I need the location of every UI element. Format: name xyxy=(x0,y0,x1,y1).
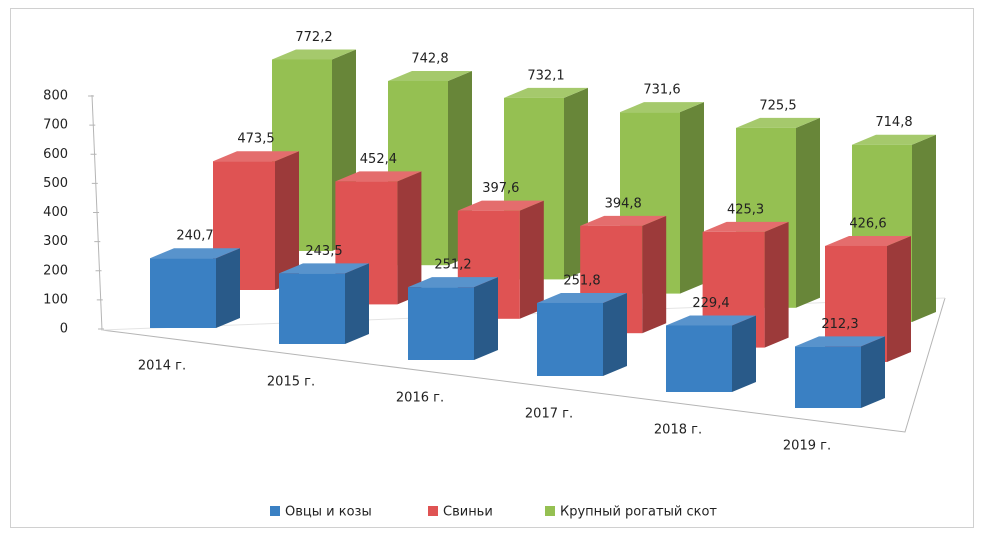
bar xyxy=(150,258,216,328)
data-label: 251,8 xyxy=(563,273,600,288)
bar-top xyxy=(537,292,627,303)
bar-top xyxy=(580,215,667,226)
data-label: 714,8 xyxy=(875,115,912,130)
x-tick-label: 2018 г. xyxy=(654,423,702,438)
bar-top xyxy=(408,277,498,288)
data-label: 426,6 xyxy=(849,216,886,231)
bar-top xyxy=(666,315,756,326)
data-label: 425,3 xyxy=(727,202,764,217)
bar-top xyxy=(620,102,704,113)
legend-label: Крупный рогатый скот xyxy=(560,505,717,520)
bar-top xyxy=(213,151,299,162)
x-tick-label: 2015 г. xyxy=(267,375,315,390)
bar-top xyxy=(457,200,544,211)
bar-side xyxy=(642,215,667,334)
bar-side xyxy=(216,248,240,328)
legend-swatch xyxy=(428,506,438,516)
legend-swatch xyxy=(545,506,555,516)
y-tick-label: 700 xyxy=(43,118,68,133)
data-label: 725,5 xyxy=(759,98,796,113)
data-label: 212,3 xyxy=(821,317,858,332)
bar-top xyxy=(852,134,936,145)
bar-side xyxy=(474,277,498,360)
y-tick-label: 300 xyxy=(43,234,68,249)
x-tick-label: 2019 г. xyxy=(783,439,831,454)
bar-side xyxy=(519,200,544,319)
y-tick-label: 100 xyxy=(43,292,68,307)
bar xyxy=(537,302,603,376)
bar-side xyxy=(887,235,911,362)
bar xyxy=(408,287,474,360)
data-label: 772,2 xyxy=(295,30,332,45)
data-label: 742,8 xyxy=(411,51,448,66)
bar-top xyxy=(736,117,820,128)
y-tick-label: 500 xyxy=(43,176,68,191)
x-tick-label: 2016 г. xyxy=(396,391,444,406)
y-tick-label: 200 xyxy=(43,263,68,278)
data-label: 243,5 xyxy=(305,244,342,259)
bar-top xyxy=(150,248,240,259)
bar xyxy=(795,346,861,408)
data-label: 240,7 xyxy=(176,229,213,244)
bar-top xyxy=(825,235,911,246)
data-label: 732,1 xyxy=(527,68,564,83)
bar-side xyxy=(912,134,936,322)
bar-side xyxy=(397,171,422,305)
legend-swatch xyxy=(270,506,280,516)
x-tick-label: 2017 г. xyxy=(525,407,573,422)
bar-top xyxy=(272,49,356,60)
bar-top xyxy=(388,70,472,81)
x-tick-label: 2014 г. xyxy=(138,359,186,374)
bar-top xyxy=(795,336,885,347)
data-label: 251,2 xyxy=(434,258,471,273)
data-label: 452,4 xyxy=(360,152,397,167)
bar-top xyxy=(335,171,422,182)
data-label: 397,6 xyxy=(482,181,519,196)
data-label: 229,4 xyxy=(692,296,729,311)
legend-label: Свиньи xyxy=(443,505,493,520)
bar-side xyxy=(861,336,885,408)
bar-side xyxy=(764,221,789,348)
legend-label: Овцы и козы xyxy=(285,505,372,520)
bar-side xyxy=(345,263,369,344)
bar-side xyxy=(680,102,704,294)
bar-top xyxy=(279,263,369,274)
bar-side xyxy=(603,292,627,376)
bar xyxy=(279,273,345,344)
bar-side xyxy=(732,315,756,392)
y-tick-label: 600 xyxy=(43,147,68,162)
data-label: 394,8 xyxy=(605,196,642,211)
data-label: 731,6 xyxy=(643,83,680,98)
y-tick-label: 400 xyxy=(43,205,68,220)
bar-side xyxy=(275,151,299,290)
y-tick-label: 800 xyxy=(43,89,68,104)
bar xyxy=(666,325,732,392)
data-label: 473,5 xyxy=(237,132,274,147)
bar-top xyxy=(702,221,789,232)
bar-top xyxy=(504,87,588,98)
y-tick-label: 0 xyxy=(60,322,68,337)
bar-side xyxy=(796,117,820,308)
